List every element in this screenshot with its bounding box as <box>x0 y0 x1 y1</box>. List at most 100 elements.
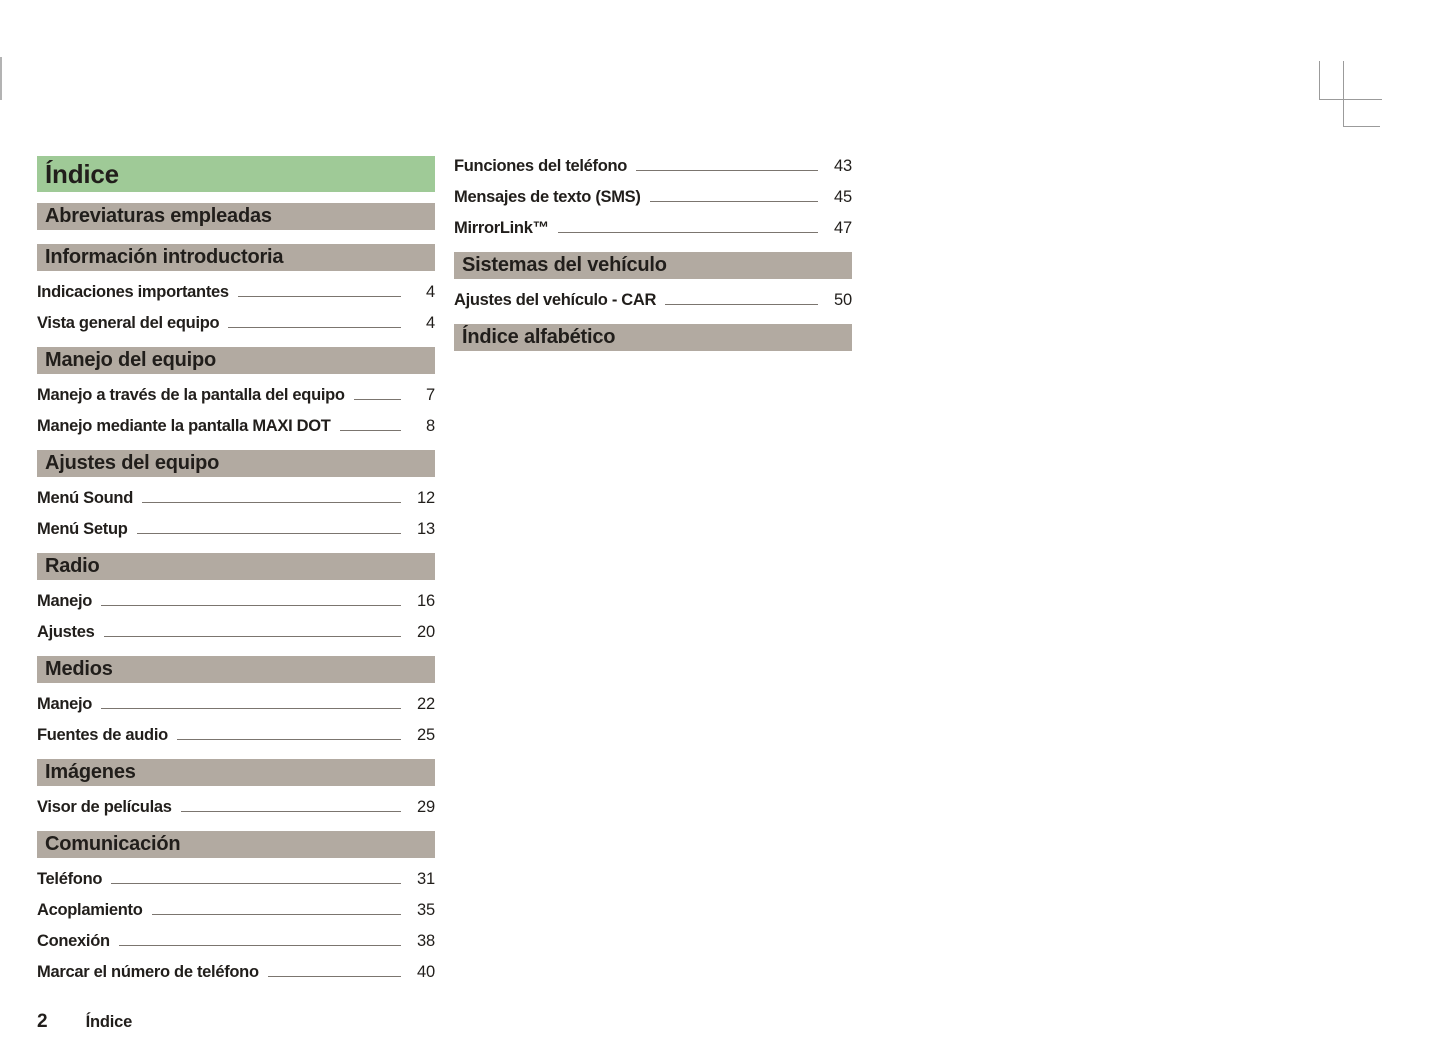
toc-entry[interactable]: Marcar el número de teléfono 40 <box>37 957 435 988</box>
toc-entry-page: 40 <box>417 963 435 981</box>
toc-entry[interactable]: Ajustes del vehículo - CAR 50 <box>454 285 852 316</box>
toc-entry[interactable]: Menú Sound 12 <box>37 483 435 514</box>
toc-entry-page: 16 <box>417 592 435 610</box>
toc-entry[interactable]: Mensajes de texto (SMS) 45 <box>454 182 852 213</box>
table-of-contents: Índice Abreviaturas empleadas Informació… <box>37 156 852 988</box>
toc-entry-page: 20 <box>417 623 435 641</box>
toc-section-label: Índice alfabético <box>462 326 616 348</box>
toc-entry-label: Marcar el número de teléfono <box>37 963 259 981</box>
toc-section-label: Medios <box>45 658 113 680</box>
toc-entry-label: Manejo a través de la pantalla del equip… <box>37 386 345 404</box>
toc-entry[interactable]: Fuentes de audio 25 <box>37 720 435 751</box>
toc-entry-label: Ajustes del vehículo - CAR <box>454 291 657 309</box>
toc-entry-page: 31 <box>417 870 435 888</box>
toc-entry-label: Manejo <box>37 592 93 610</box>
leader-line <box>665 304 818 305</box>
toc-section-label: Abreviaturas empleadas <box>45 205 272 227</box>
leader-line <box>228 327 401 328</box>
toc-entry-page: 29 <box>417 798 435 816</box>
toc-section-header: Comunicación <box>37 831 435 858</box>
toc-entry-label: Indicaciones importantes <box>37 283 229 301</box>
footer-chapter-label: Índice <box>85 1013 133 1031</box>
toc-entry-page: 43 <box>834 157 852 175</box>
toc-entry[interactable]: Visor de películas 29 <box>37 792 435 823</box>
toc-section-header: Radio <box>37 553 435 580</box>
toc-section-label: Información introductoria <box>45 246 284 268</box>
toc-entry[interactable]: Menú Setup 13 <box>37 514 435 545</box>
leader-line <box>141 502 401 503</box>
toc-section-header: Sistemas del vehículo <box>454 252 852 279</box>
toc-entry-page: 47 <box>834 219 852 237</box>
toc-entry-page: 7 <box>426 386 435 404</box>
toc-entry-page: 25 <box>417 726 435 744</box>
toc-column-left: Índice Abreviaturas empleadas Informació… <box>37 156 435 988</box>
leader-line <box>136 533 401 534</box>
toc-entry[interactable]: Funciones del teléfono 43 <box>454 151 852 182</box>
toc-entry-label: Acoplamiento <box>37 901 143 919</box>
toc-entry-label: Mensajes de texto (SMS) <box>454 188 641 206</box>
toc-entry-page: 35 <box>417 901 435 919</box>
toc-entry[interactable]: MirrorLink™ 47 <box>454 213 852 244</box>
toc-entry-label: Funciones del teléfono <box>454 157 628 175</box>
toc-entry-label: Manejo <box>37 695 93 713</box>
toc-section-label: Sistemas del vehículo <box>462 254 667 276</box>
leader-line <box>180 811 401 812</box>
toc-entry-label: Visor de películas <box>37 798 172 816</box>
crop-mark-left-edge <box>0 57 2 100</box>
leader-line <box>649 201 818 202</box>
leader-line <box>237 296 401 297</box>
toc-entry[interactable]: Ajustes 20 <box>37 617 435 648</box>
toc-entry[interactable]: Manejo 22 <box>37 689 435 720</box>
toc-section-header: Manejo del equipo <box>37 347 435 374</box>
toc-section-label: Imágenes <box>45 761 136 783</box>
crop-mark-top-right-outer <box>1319 61 1382 100</box>
leader-line <box>557 232 818 233</box>
leader-line <box>339 430 401 431</box>
toc-entry-page: 8 <box>426 417 435 435</box>
toc-entry-page: 12 <box>417 489 435 507</box>
toc-section-header: Abreviaturas empleadas <box>37 203 435 230</box>
toc-entry[interactable]: Vista general del equipo 4 <box>37 308 435 339</box>
toc-section-header: Información introductoria <box>37 244 435 271</box>
page-title-label: Índice <box>45 158 119 189</box>
toc-section-header: Índice alfabético <box>454 324 852 351</box>
toc-section-header: Ajustes del equipo <box>37 450 435 477</box>
toc-entry[interactable]: Acoplamiento 35 <box>37 895 435 926</box>
toc-entry-label: Manejo mediante la pantalla MAXI DOT <box>37 417 331 435</box>
page-footer: 2 Índice <box>37 1011 132 1033</box>
toc-section-header: Medios <box>37 656 435 683</box>
toc-entry-label: Menú Setup <box>37 520 128 538</box>
toc-entry-label: Fuentes de audio <box>37 726 168 744</box>
leader-line <box>101 708 401 709</box>
toc-entry[interactable]: Conexión 38 <box>37 926 435 957</box>
leader-line <box>103 636 401 637</box>
toc-entry-page: 38 <box>417 932 435 950</box>
toc-entry[interactable]: Manejo a través de la pantalla del equip… <box>37 380 435 411</box>
toc-section-label: Manejo del equipo <box>45 349 217 371</box>
toc-entry[interactable]: Manejo mediante la pantalla MAXI DOT 8 <box>37 411 435 442</box>
toc-section-label: Ajustes del equipo <box>45 452 220 474</box>
leader-line <box>267 976 401 977</box>
toc-entry-label: Conexión <box>37 932 110 950</box>
toc-entry-page: 4 <box>426 314 435 332</box>
toc-entry[interactable]: Manejo 16 <box>37 586 435 617</box>
toc-entry-label: Teléfono <box>37 870 103 888</box>
toc-entry-label: Ajustes <box>37 623 95 641</box>
leader-line <box>636 170 818 171</box>
toc-entry-label: Menú Sound <box>37 489 133 507</box>
toc-entry-page: 45 <box>834 188 852 206</box>
toc-entry-page: 22 <box>417 695 435 713</box>
leader-line <box>151 914 401 915</box>
toc-entry-page: 13 <box>417 520 435 538</box>
footer-page-number: 2 <box>37 1011 48 1032</box>
toc-section-header: Imágenes <box>37 759 435 786</box>
crop-mark-top-right-inner <box>1343 61 1380 127</box>
leader-line <box>176 739 401 740</box>
toc-entry-page: 50 <box>834 291 852 309</box>
toc-entry[interactable]: Indicaciones importantes 4 <box>37 277 435 308</box>
page-title: Índice <box>37 156 435 192</box>
toc-entry[interactable]: Teléfono 31 <box>37 864 435 895</box>
leader-line <box>111 883 401 884</box>
leader-line <box>353 399 401 400</box>
